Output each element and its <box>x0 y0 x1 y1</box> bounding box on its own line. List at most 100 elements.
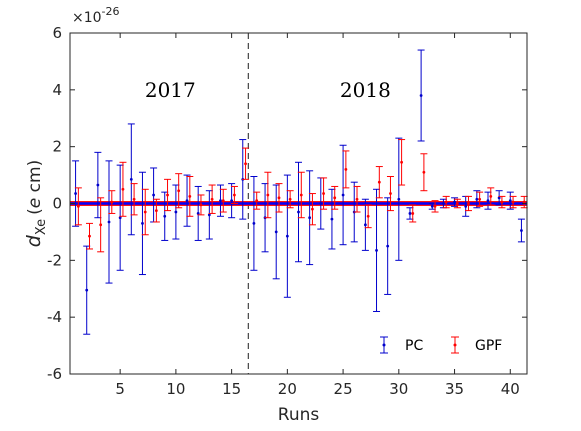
data-point <box>442 195 450 209</box>
x-tick-label: 30 <box>389 380 408 398</box>
y-axis-label-sub: Xe <box>34 219 49 235</box>
legend: PC GPF <box>372 330 520 362</box>
point-marker <box>85 288 89 292</box>
data-point <box>172 184 180 240</box>
data-point <box>473 190 481 209</box>
y-tick-label: 4 <box>52 81 62 99</box>
point-marker <box>299 193 303 197</box>
point-marker <box>196 212 200 215</box>
y-axis-exponent-base: ×10 <box>72 10 102 26</box>
legend-marker-pc <box>380 336 388 354</box>
y-tick-label: -2 <box>47 251 62 269</box>
point-marker <box>99 223 103 227</box>
point-marker <box>277 196 281 200</box>
point-marker <box>252 221 256 225</box>
data-point <box>297 171 305 219</box>
point-marker <box>500 200 504 204</box>
point-marker <box>400 160 404 164</box>
point-marker <box>141 221 144 225</box>
point-marker <box>174 210 178 214</box>
data-point <box>498 195 506 209</box>
data-point <box>353 185 361 213</box>
point-marker <box>508 199 512 203</box>
legend-label-pc: PC <box>405 338 423 354</box>
data-point <box>464 195 472 212</box>
legend-marker-gpf <box>451 336 459 354</box>
point-marker <box>419 94 423 97</box>
data-point <box>83 245 91 335</box>
point-marker <box>154 209 158 213</box>
data-point <box>228 183 236 219</box>
y-axis-label-unit-italic: e <box>25 198 45 208</box>
x-tick-label: 40 <box>501 380 520 398</box>
data-point <box>506 191 514 210</box>
data-point <box>328 188 336 250</box>
point-marker <box>478 197 482 201</box>
y-tick-label: -4 <box>47 308 62 326</box>
point-marker <box>118 216 122 220</box>
data-point <box>386 176 394 212</box>
data-point <box>420 153 428 192</box>
point-marker <box>185 199 189 203</box>
y-axis-label-unit-open: ( <box>25 208 45 215</box>
x-tick-label: 25 <box>334 380 353 398</box>
point-marker <box>389 192 392 195</box>
data-point <box>264 171 272 219</box>
point-marker <box>319 202 323 205</box>
point-marker <box>129 177 133 181</box>
y-tick-label: 2 <box>52 138 62 156</box>
point-marker <box>121 187 125 191</box>
data-point <box>119 161 127 217</box>
year-label-2018: 2018 <box>340 78 391 102</box>
data-point <box>164 178 172 212</box>
data-point <box>364 204 372 229</box>
point-marker <box>88 234 91 238</box>
data-point <box>72 160 80 227</box>
year-label-2017: 2017 <box>145 78 196 102</box>
point-marker <box>467 202 470 205</box>
point-marker <box>221 199 225 203</box>
point-marker <box>333 196 337 200</box>
data-point <box>375 166 383 199</box>
data-point <box>342 150 350 189</box>
point-marker <box>219 199 222 203</box>
data-point <box>242 147 250 180</box>
point-marker <box>411 212 415 215</box>
data-point <box>453 198 461 209</box>
y-axis-exponent: ×10-26 <box>72 5 120 26</box>
point-marker <box>188 194 192 198</box>
data-point <box>286 190 294 209</box>
point-marker <box>255 199 259 203</box>
data-point <box>339 144 347 246</box>
x-tick-label: 10 <box>166 380 185 398</box>
data-point <box>320 177 328 210</box>
point-marker <box>386 244 390 248</box>
point-marker <box>74 192 77 195</box>
point-marker <box>152 193 155 197</box>
x-tick-label: 5 <box>115 380 125 398</box>
point-marker <box>274 230 278 234</box>
point-marker <box>132 197 136 201</box>
point-marker <box>486 199 490 203</box>
data-point <box>152 198 160 223</box>
data-point <box>361 198 369 251</box>
point-marker <box>355 197 359 201</box>
point-marker <box>76 204 80 208</box>
data-point <box>161 191 169 241</box>
data-point <box>417 49 425 142</box>
data-point <box>409 204 417 223</box>
point-marker <box>311 207 314 211</box>
point-marker <box>143 210 147 214</box>
data-point <box>517 218 525 243</box>
series-gpf <box>74 139 528 253</box>
data-point <box>186 176 194 217</box>
data-point <box>205 190 213 240</box>
data-point <box>74 187 82 226</box>
point-marker <box>442 202 445 205</box>
y-axis-exponent-power: -26 <box>102 5 120 18</box>
point-marker <box>363 223 367 227</box>
data-point <box>127 123 135 236</box>
data-point <box>495 190 503 206</box>
data-point <box>97 197 105 253</box>
point-marker <box>330 217 334 221</box>
